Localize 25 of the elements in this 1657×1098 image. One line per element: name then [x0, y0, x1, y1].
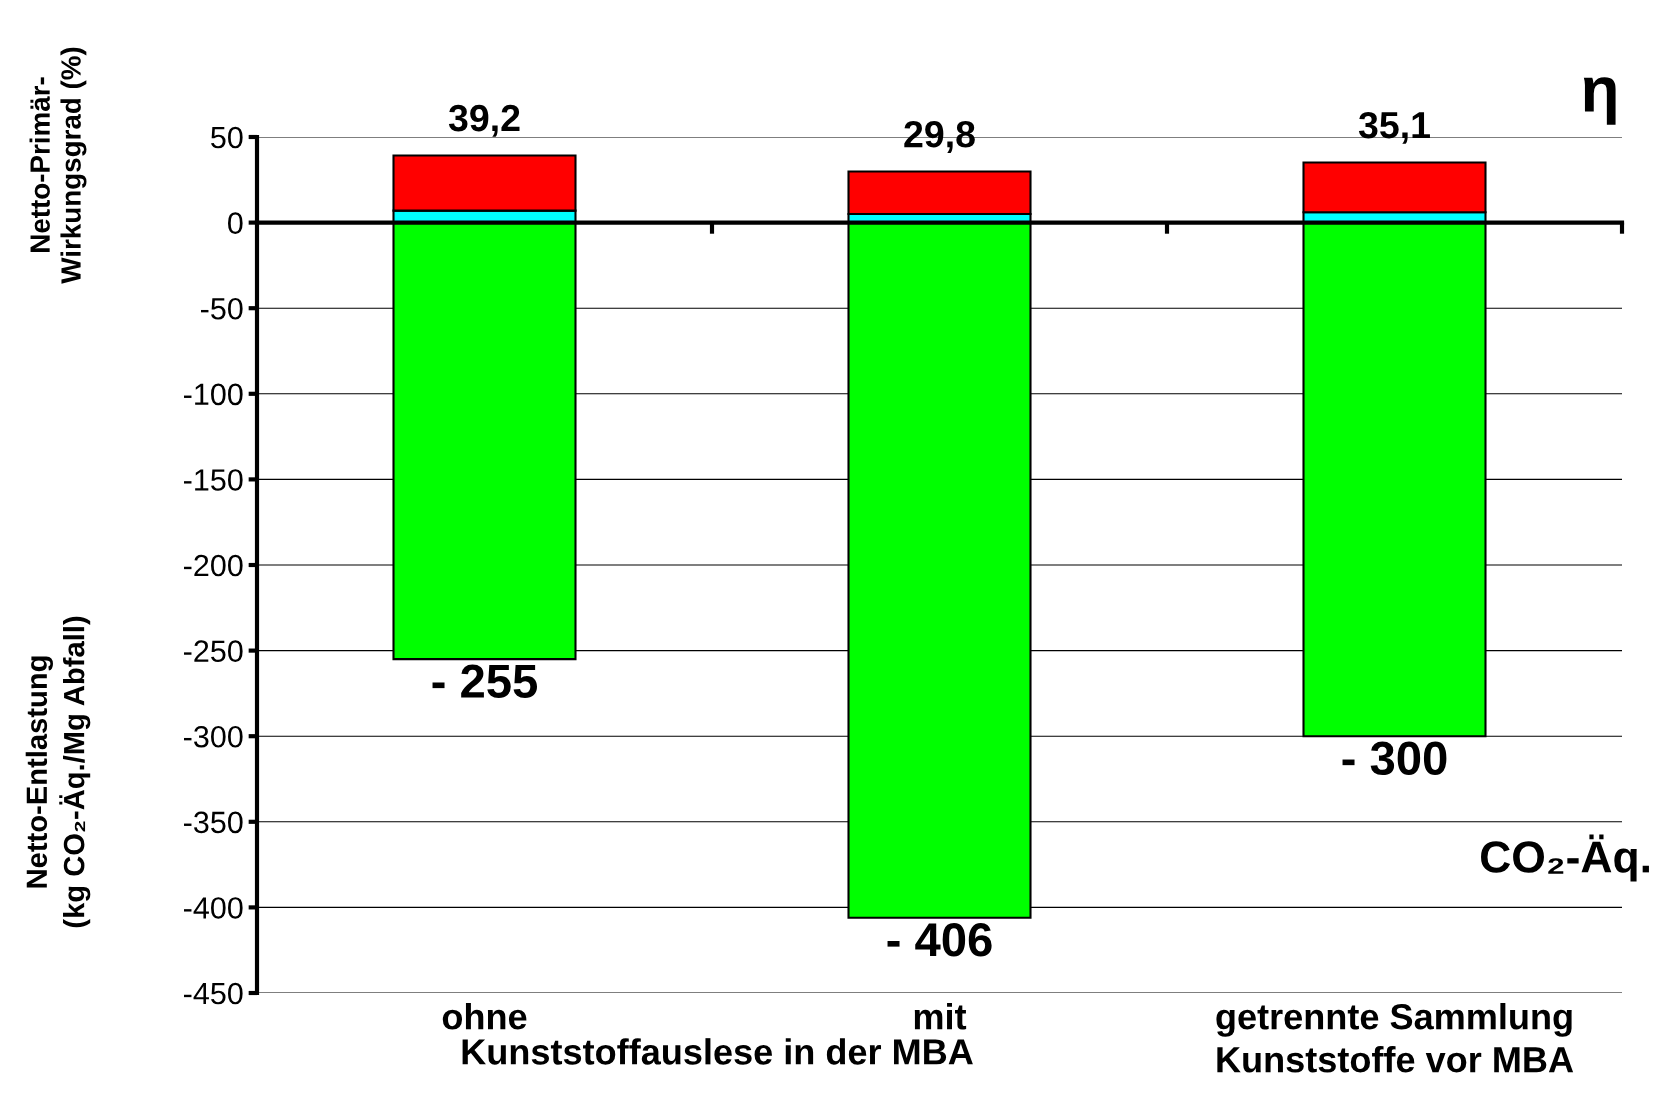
x-tick-label: mit — [914, 1003, 967, 1030]
y-tick-label: -450 — [184, 982, 243, 1005]
y-tick-label: 0 — [228, 212, 243, 234]
y-tick-label: 50 — [211, 126, 243, 149]
data-label: - 255 — [432, 664, 538, 699]
y-tick-label: -200 — [184, 554, 243, 577]
text: Netto-Primär- Wirkungsgrad (%) — [29, 47, 87, 284]
annotation: 35,1 — [1358, 111, 1430, 144]
annotation: 29,8 — [904, 120, 975, 153]
y-tick-label: -50 — [201, 297, 243, 320]
y-tick-label: -400 — [184, 897, 243, 919]
text: Kunststoffauslese in der MBA — [462, 1038, 973, 1065]
y-tick-label: -100 — [184, 383, 243, 406]
annotation: 39,2 — [448, 104, 520, 137]
data-label: - 300 — [1342, 741, 1447, 776]
annotation: CO₂-Äq. — [1481, 834, 1649, 882]
y-tick-label: -250 — [184, 640, 243, 662]
y-tick-label: -150 — [184, 469, 243, 491]
y-tick-label: -350 — [184, 811, 243, 834]
y-axis-title: Netto-Entlastung (kg CO₂-Äq./Mg Abfall) — [25, 616, 91, 928]
text: η — [1583, 77, 1616, 125]
x-tick-label: ohne — [442, 1003, 527, 1030]
x-tick-label: getrennte Sammlung Kunststoffe vor MBA — [1216, 1003, 1574, 1073]
y-tick-label: -300 — [184, 725, 243, 748]
data-label: - 406 — [887, 923, 992, 957]
